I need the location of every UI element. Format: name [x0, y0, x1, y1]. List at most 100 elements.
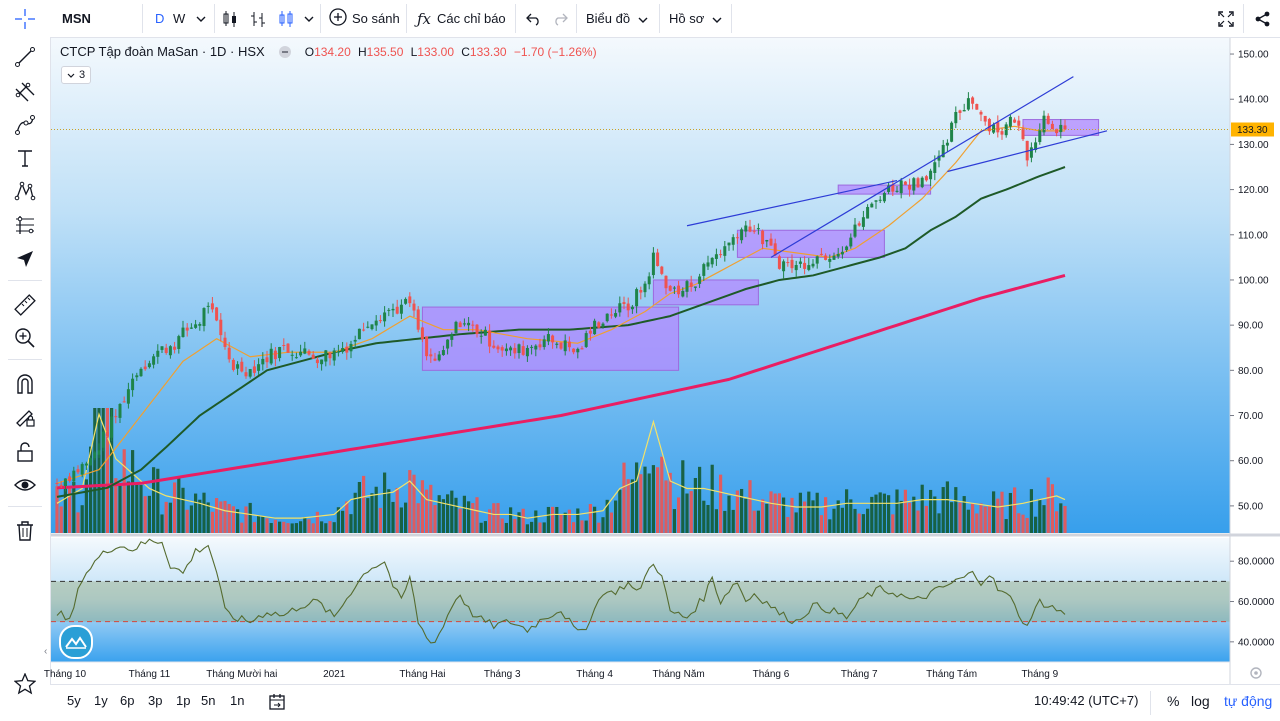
toolbar-divider [320, 4, 321, 33]
range-button-6p[interactable]: 6p [120, 693, 135, 708]
log-scale-button[interactable]: log [1191, 693, 1210, 709]
volume-bar [845, 489, 849, 533]
candle [530, 344, 534, 355]
volume-bar [122, 449, 126, 533]
candle [735, 233, 739, 244]
text-tool-icon[interactable] [10, 143, 40, 173]
toolbar-divider [142, 4, 143, 33]
candle [719, 249, 723, 258]
rsi-line[interactable] [56, 538, 1066, 644]
candle [231, 358, 235, 372]
ma-slow-line[interactable] [56, 273, 1066, 490]
rectangle-zone[interactable] [652, 279, 759, 306]
volume-bar [572, 522, 576, 533]
studies-toggle[interactable]: 3 [61, 66, 91, 84]
candle [521, 340, 525, 356]
range-button-3p[interactable]: 3p [148, 693, 163, 708]
range-button-1p[interactable]: 1p [176, 693, 191, 708]
symbol-search[interactable]: MSN [62, 0, 91, 37]
volume-bar [257, 515, 261, 533]
candle [261, 352, 265, 371]
volume-bar [635, 462, 639, 533]
candle [681, 287, 685, 298]
volume-bar [80, 505, 84, 533]
collapse-arrow-icon[interactable]: ‹ [44, 646, 48, 657]
magnet-icon[interactable] [10, 369, 40, 399]
eye-icon[interactable] [10, 470, 40, 500]
candle [290, 350, 294, 361]
candle [1017, 115, 1021, 131]
candle [273, 346, 277, 367]
volume-bar [89, 446, 93, 533]
indicators-button[interactable]: ƒx Các chỉ báo [417, 0, 506, 37]
candle [647, 272, 651, 290]
candle [576, 347, 580, 359]
price-tick-label: 70.00 [1238, 411, 1263, 422]
range-button-1n[interactable]: 1n [230, 693, 245, 708]
volume-bar [126, 481, 130, 533]
prediction-icon[interactable] [10, 210, 40, 240]
range-button-5y[interactable]: 5y [67, 693, 81, 708]
interval-day-button[interactable]: D [155, 0, 164, 37]
undo-icon[interactable] [526, 0, 542, 37]
star-icon[interactable] [10, 669, 40, 699]
interval-dropdown-icon[interactable] [196, 0, 206, 37]
settings-gear-icon[interactable] [1249, 666, 1263, 685]
profile-menu-button[interactable]: Hồ sơ [669, 0, 722, 37]
candle [534, 344, 538, 357]
pitchfork-icon[interactable] [10, 77, 40, 107]
volume-bar [374, 486, 378, 533]
zoom-in-icon[interactable] [10, 323, 40, 353]
legend-title[interactable]: CTCP Tập đoàn MaSan · 1D · HSX [60, 44, 265, 59]
trend-line[interactable] [686, 179, 898, 227]
hollow-candles-icon[interactable] [278, 0, 294, 37]
candle [693, 286, 697, 292]
volume-bar [853, 508, 857, 533]
volume-bar [899, 500, 903, 533]
candle [509, 345, 513, 356]
ma-mid-line[interactable] [56, 166, 1066, 498]
trash-icon[interactable] [10, 516, 40, 546]
trend-line[interactable] [770, 76, 1074, 258]
toolbar-divider [659, 4, 660, 33]
toolbar-divider [406, 4, 407, 33]
time-tick-label: Tháng 9 [1021, 669, 1058, 680]
range-button-5n[interactable]: 5n [201, 693, 216, 708]
trend-line-icon[interactable] [10, 42, 40, 72]
crosshair-icon[interactable] [10, 4, 40, 34]
range-button-1y[interactable]: 1y [94, 693, 108, 708]
date-range-icon[interactable] [268, 693, 286, 716]
trend-line[interactable] [947, 130, 1108, 173]
candle [462, 318, 466, 327]
volume-bar [609, 512, 613, 533]
lock-drawings-icon[interactable] [10, 403, 40, 433]
share-icon[interactable] [1255, 0, 1271, 37]
rectangle-zone[interactable] [421, 306, 680, 371]
cursor-arrow-icon[interactable] [10, 244, 40, 274]
legend-dot-icon[interactable] [278, 45, 291, 58]
toolbar-divider [214, 4, 215, 33]
time-tick-label: Tháng Tám [926, 669, 977, 680]
percent-scale-button[interactable]: % [1167, 693, 1180, 709]
path-icon[interactable] [10, 110, 40, 140]
candle [794, 260, 798, 277]
toolbar-divider [8, 280, 42, 281]
volume-bar [1000, 491, 1004, 533]
candles-style-icon[interactable] [222, 0, 238, 37]
candle [420, 326, 424, 343]
compare-button[interactable]: So sánh [329, 0, 400, 37]
fullscreen-icon[interactable] [1218, 0, 1234, 37]
candle [500, 345, 504, 357]
redo-icon[interactable] [552, 0, 568, 37]
interval-week-button[interactable]: W [173, 0, 185, 37]
auto-scale-button[interactable]: tự động [1224, 693, 1273, 709]
chart-style-dropdown-icon[interactable] [304, 0, 314, 37]
candle [996, 115, 1000, 138]
lock-icon[interactable] [10, 437, 40, 467]
chart-menu-button[interactable]: Biểu đồ [586, 0, 648, 37]
bars-style-icon[interactable] [250, 0, 266, 37]
candle [278, 346, 282, 362]
ruler-icon[interactable] [10, 290, 40, 320]
pattern-icon[interactable] [10, 176, 40, 206]
